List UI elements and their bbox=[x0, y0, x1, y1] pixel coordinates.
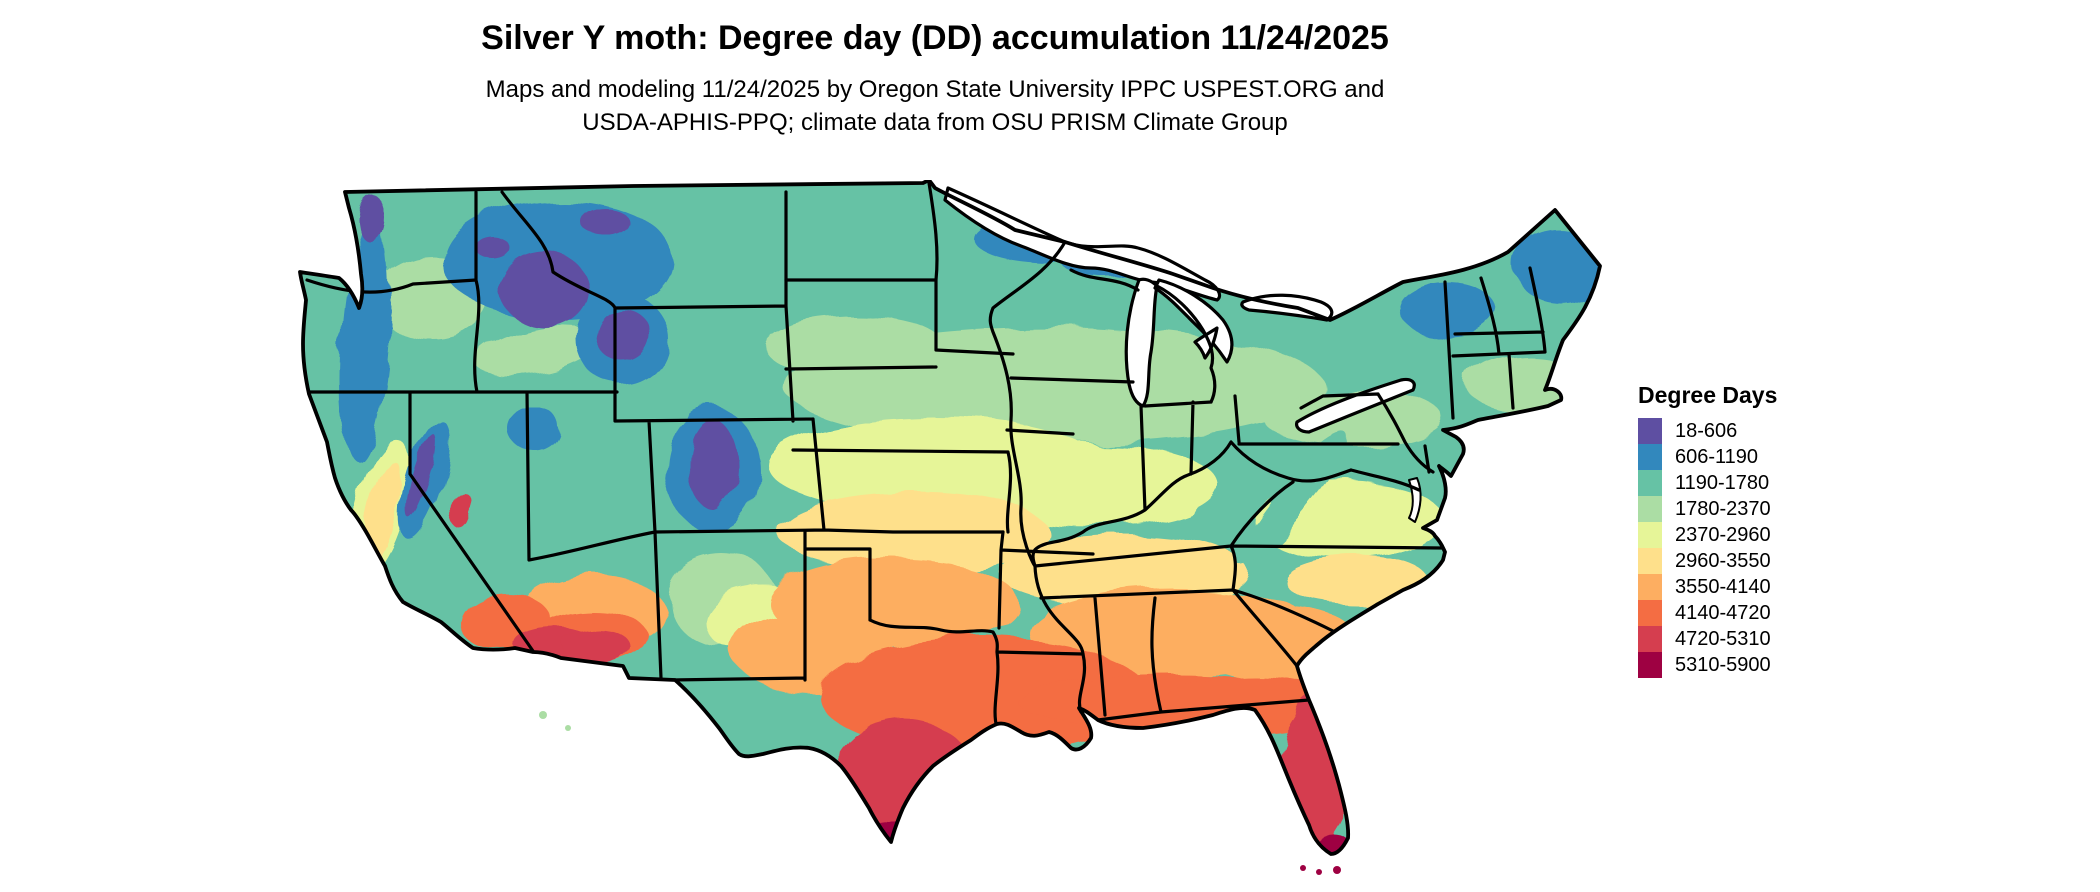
legend-label: 3550-4140 bbox=[1675, 576, 1771, 598]
legend-swatch bbox=[1638, 444, 1662, 470]
legend-item: 18-606 bbox=[1638, 418, 1777, 444]
state-borders bbox=[303, 181, 1547, 730]
legend-item: 5310-5900 bbox=[1638, 652, 1777, 678]
legend-swatch bbox=[1638, 574, 1662, 600]
legend-item: 4140-4720 bbox=[1638, 600, 1777, 626]
map-subtitle-line2: USDA-APHIS-PPQ; climate data from OSU PR… bbox=[582, 108, 1288, 136]
legend-label: 2960-3550 bbox=[1675, 550, 1771, 572]
us-degree-day-map bbox=[293, 178, 1603, 875]
legend-swatch bbox=[1638, 418, 1662, 444]
legend-swatch bbox=[1638, 626, 1662, 652]
legend-label: 1190-1780 bbox=[1675, 472, 1770, 494]
islands bbox=[539, 711, 1341, 875]
legend-swatch bbox=[1638, 522, 1662, 548]
legend-swatch bbox=[1638, 600, 1662, 626]
legend-swatch bbox=[1638, 548, 1662, 574]
legend-label: 1780-2370 bbox=[1675, 498, 1771, 520]
legend-swatch bbox=[1638, 470, 1662, 496]
legend-label: 18-606 bbox=[1675, 420, 1738, 442]
map-subtitle-line1: Maps and modeling 11/24/2025 by Oregon S… bbox=[485, 75, 1385, 103]
legend-label: 606-1190 bbox=[1675, 446, 1759, 468]
legend-label: 2370-2960 bbox=[1675, 524, 1771, 546]
legend-item: 2960-3550 bbox=[1638, 548, 1777, 574]
legend-item: 4720-5310 bbox=[1638, 626, 1777, 652]
legend-item: 1190-1780 bbox=[1638, 470, 1777, 496]
legend-label: 4140-4720 bbox=[1675, 602, 1771, 624]
legend-swatch bbox=[1638, 496, 1662, 522]
legend-item: 606-1190 bbox=[1638, 444, 1777, 470]
map-subtitle: Maps and modeling 11/24/2025 by Oregon S… bbox=[481, 73, 1389, 139]
legend-rows: 18-606 606-1190 1190-1780 1780-2370 2370-296… bbox=[1638, 418, 1777, 678]
legend-swatch bbox=[1638, 652, 1662, 678]
legend-item: 3550-4140 bbox=[1638, 574, 1777, 600]
legend-label: 4720-5310 bbox=[1675, 628, 1771, 650]
legend-title: Degree Days bbox=[1638, 382, 1778, 408]
legend-item: 2370-2960 bbox=[1638, 522, 1777, 548]
us-map-svg bbox=[298, 178, 1602, 875]
map-header: Silver Y moth: Degree day (DD) accumulat… bbox=[481, 18, 1389, 139]
legend-label: 5310-5900 bbox=[1675, 654, 1771, 676]
map-legend: Degree Days 18-606 606-1190 1190-1780 1780-… bbox=[1638, 382, 1777, 678]
map-title: Silver Y moth: Degree day (DD) accumulat… bbox=[481, 19, 1389, 57]
legend-item: 1780-2370 bbox=[1638, 496, 1777, 522]
